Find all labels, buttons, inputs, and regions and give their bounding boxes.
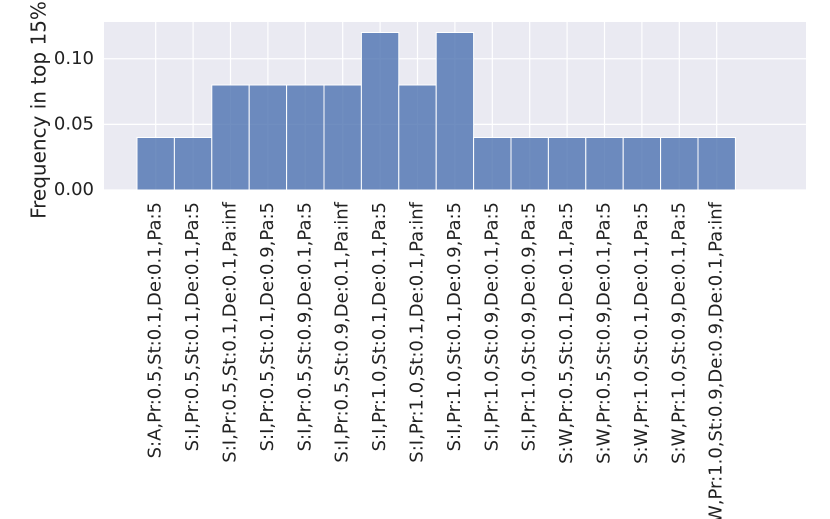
bar [286,84,325,191]
bar [697,137,736,191]
y-tick-label: 0.05 [54,113,94,134]
x-tick-label: S:W,Pr:0.5,St:0.1,De:0.1,Pa:5 [556,202,577,464]
x-tick-label: S:I,Pr:1.0,St:0.1,De:0.1,Pa:5 [369,202,390,451]
x-tick-label: S:I,Pr:1.0,St:0.9,De:0.1,Pa:5 [481,202,502,451]
y-tick-label: 0.10 [54,48,94,69]
labels: 0.00 0.05 0.10 S:A,Pr:0.5,St:0.1,De:0.1,Pa:… [54,48,727,519]
bar [660,137,699,191]
y-axis-label: Frequency in top 15% [27,1,51,219]
x-tick-label: S:I,Pr:0.5,St:0.9,De:0.1,Pa:inf [332,201,353,462]
bar [173,137,213,191]
bar [435,32,475,191]
bar [360,32,400,191]
x-tick-label: S:W,Pr:1.0,St:0.9,De:0.9,De:0.1,Pa:inf [706,201,727,519]
x-tick-label: S:I,Pr:1.0,St:0.9,De:0.9,Pa:5 [519,202,540,451]
bar [248,84,288,191]
x-tick-label: S:I,Pr:0.5,St:0.1,De:0.1,Pa:inf [220,201,241,462]
x-tick-label: S:I,Pr:1.0,St:0.1,De:0.9,Pa:5 [444,202,465,451]
bar [547,137,587,191]
bar [585,137,624,191]
bar [323,84,362,191]
y-tick-label: 0.00 [54,179,94,200]
bar [622,137,662,191]
x-tick-label: S:A,Pr:0.5,St:0.1,De:0.1,Pa:5 [145,202,166,458]
x-tick-label: S:W,Pr:0.5,St:0.9,De:0.1,Pa:5 [594,202,615,464]
bar [136,137,175,191]
bars [136,32,736,191]
bar [510,137,549,191]
x-tick-label: S:I,Pr:1.0,St:0.1,De:0.1,Pa:inf [407,201,428,462]
bar [211,84,250,191]
x-tick-label: S:W,Pr:1.0,St:0.9,De:0.1,Pa:5 [668,202,689,464]
x-tick-label: S:I,Pr:0.5,St:0.9,De:0.1,Pa:5 [294,202,315,451]
bar [398,84,437,191]
x-tick-label: S:I,Pr:0.5,St:0.1,De:0.9,Pa:5 [257,202,278,451]
bar [473,137,512,191]
x-tick-label: S:W,Pr:1.0,St:0.1,De:0.1,Pa:5 [631,202,652,464]
x-tick-label: S:I,Pr:0.5,St:0.1,De:0.1,Pa:5 [182,202,203,451]
